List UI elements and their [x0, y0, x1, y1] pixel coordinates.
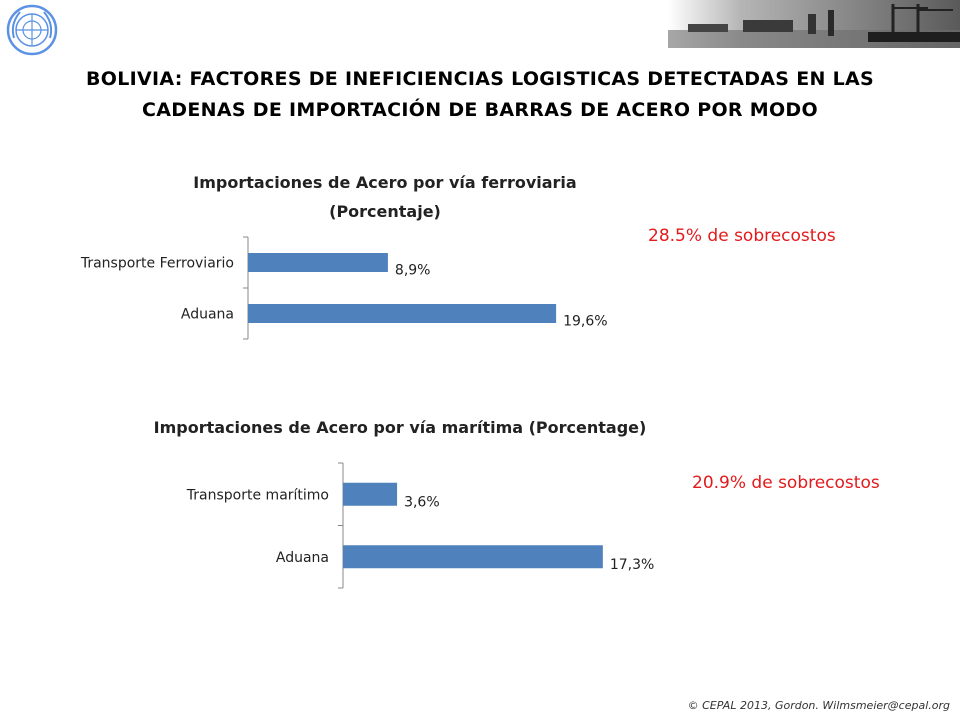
- chart-rail-value-label: 19,6%: [563, 314, 607, 330]
- chart-maritime-bar: [343, 545, 603, 569]
- chart-title-maritime-line1: Importaciones de Acero por vía marítima …: [153, 418, 647, 437]
- chart-rail-category-label: Transporte Ferroviario: [80, 256, 234, 272]
- rail-overcost-callout: 28.5% de sobrecostos: [648, 226, 836, 246]
- chart-maritime-bar: [343, 482, 398, 506]
- slide-title: BOLIVIA: FACTORES DE INEFICIENCIAS LOGIS…: [86, 68, 874, 121]
- chart-maritime-value-label: 17,3%: [610, 557, 654, 573]
- maritime-overcost-callout: 20.9% de sobrecostos: [692, 473, 880, 493]
- footer-credit: © CEPAL 2013, Gordon. Wilmsmeier@cepal.o…: [687, 699, 950, 712]
- chart-title-maritime: Importaciones de Acero por vía marítima …: [120, 413, 680, 442]
- chart-title-rail: Importaciones de Acero por vía ferroviar…: [130, 168, 640, 226]
- chart-rail-bar: [248, 304, 557, 323]
- chart-title-rail-line2: (Porcentaje): [329, 202, 441, 221]
- chart-title-rail-line1: Importaciones de Acero por vía ferroviar…: [193, 173, 577, 192]
- un-logo-icon: [6, 4, 58, 56]
- chart-maritime-value-label: 3,6%: [404, 494, 440, 510]
- port-photo-banner: [668, 0, 960, 48]
- chart-rail-value-label: 8,9%: [395, 263, 431, 279]
- chart-rail-bar: [248, 253, 388, 272]
- chart-maritime-category-label: Transporte marítimo: [186, 487, 329, 503]
- chart-maritime-category-label: Aduana: [276, 550, 329, 566]
- chart-rail-category-label: Aduana: [181, 307, 234, 323]
